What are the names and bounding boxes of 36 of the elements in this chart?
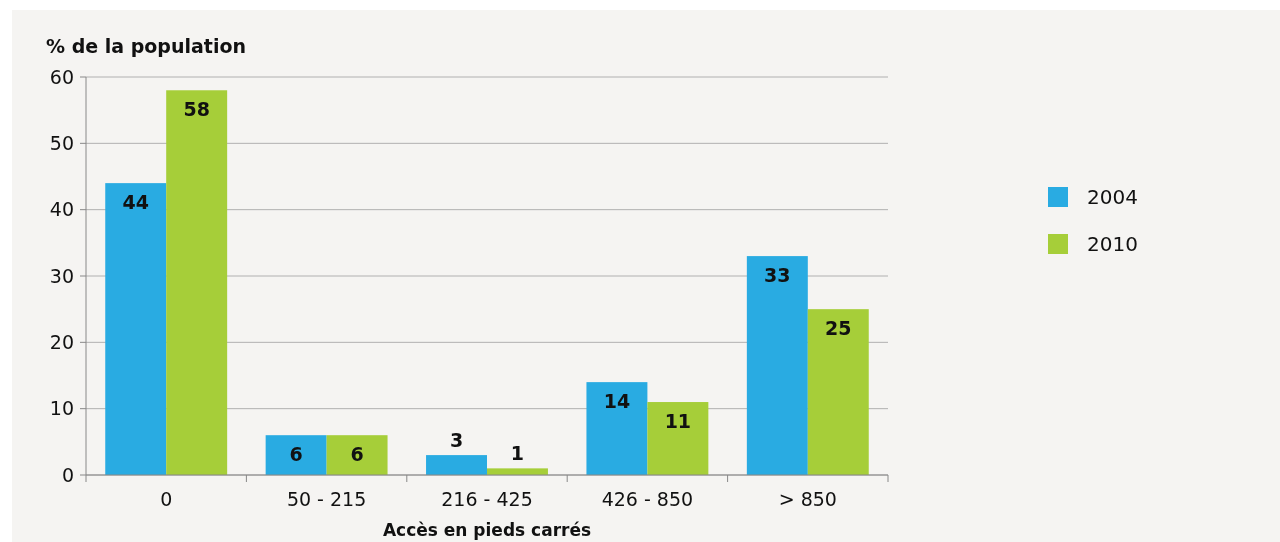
data-label: 11 bbox=[664, 410, 692, 433]
x-axis-title: Accès en pieds carrés bbox=[382, 520, 592, 540]
bar bbox=[586, 382, 648, 475]
y-tick-label: 20 bbox=[49, 330, 74, 353]
data-label: 1 bbox=[510, 442, 525, 465]
bar bbox=[487, 468, 548, 475]
data-label: 25 bbox=[825, 317, 852, 340]
data-label: 6 bbox=[289, 443, 303, 466]
legend-label: 2010 bbox=[1087, 232, 1138, 256]
bar bbox=[807, 309, 869, 475]
bar bbox=[647, 402, 709, 475]
bar bbox=[326, 435, 388, 475]
bar bbox=[166, 90, 228, 475]
data-label: 6 bbox=[350, 443, 364, 466]
y-tick-label: 30 bbox=[49, 264, 74, 287]
data-label: 44 bbox=[122, 191, 149, 214]
data-label: 14 bbox=[603, 390, 631, 413]
x-tick-label: 50 - 215 bbox=[286, 488, 367, 510]
bar bbox=[426, 455, 487, 475]
x-tick-label: > 850 bbox=[778, 488, 837, 510]
y-tick-label: 60 bbox=[49, 65, 74, 88]
y-tick-label: 0 bbox=[61, 463, 74, 486]
bar bbox=[265, 435, 327, 475]
data-label: 33 bbox=[764, 264, 791, 287]
x-tick-label: 426 - 850 bbox=[601, 488, 694, 510]
y-tick-label: 10 bbox=[49, 397, 74, 420]
x-tick-label: 0 bbox=[160, 488, 173, 510]
y-axis-title: % de la population bbox=[46, 35, 246, 57]
y-tick-label: 40 bbox=[49, 198, 74, 221]
bar bbox=[105, 183, 167, 475]
legend-label: 2004 bbox=[1087, 185, 1138, 209]
x-tick-label: 216 - 425 bbox=[441, 488, 533, 510]
y-tick-label: 50 bbox=[49, 131, 74, 154]
data-label: 58 bbox=[183, 98, 210, 121]
data-label: 3 bbox=[449, 429, 464, 452]
bar bbox=[746, 256, 808, 475]
